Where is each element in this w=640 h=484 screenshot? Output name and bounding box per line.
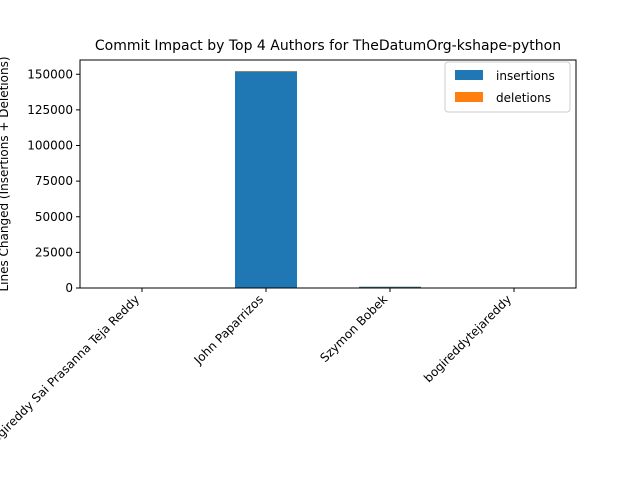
y-tick-label: 150000 <box>27 67 73 81</box>
legend-label-insertions: insertions <box>496 69 555 83</box>
y-tick-label: 100000 <box>27 139 73 153</box>
chart-title: Commit Impact by Top 4 Authors for TheDa… <box>95 38 561 54</box>
y-tick-label: 0 <box>65 281 73 295</box>
legend-swatch-deletions <box>455 92 483 102</box>
y-tick-label: 50000 <box>35 210 73 224</box>
legend-label-deletions: deletions <box>496 91 551 105</box>
legend: insertions deletions <box>445 62 570 112</box>
bar-insertions-1 <box>235 71 297 288</box>
y-tick-label: 75000 <box>35 174 73 188</box>
y-axis-label: Lines Changed (Insertions + Deletions) <box>0 56 11 291</box>
legend-swatch-insertions <box>455 70 483 80</box>
y-tick-label: 125000 <box>27 103 73 117</box>
y-tick-label: 25000 <box>35 245 73 259</box>
